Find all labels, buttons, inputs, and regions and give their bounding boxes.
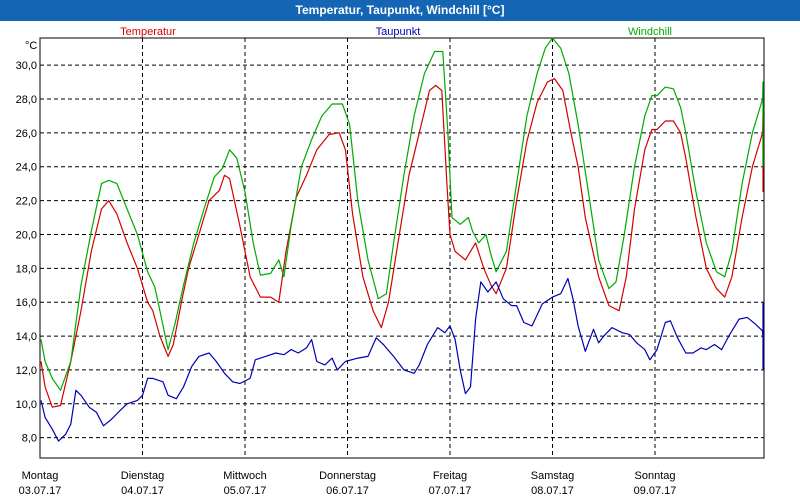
y-tick-label: 28,0 xyxy=(16,94,37,106)
x-tick-day-label: Mittwoch xyxy=(223,470,266,482)
x-tick-day-label: Sonntag xyxy=(635,470,676,482)
line-chart: 8,0 10,0 12,0 14,0 16,0 18,0 20,0 22,0 24,0 26,0 2… xyxy=(16,26,765,497)
y-tick-label: 26,0 xyxy=(16,128,37,140)
y-tick-label: 8,0 xyxy=(22,433,37,445)
x-tick-day-label: Donnerstag xyxy=(319,470,376,482)
y-tick-label: 20,0 xyxy=(16,229,37,241)
y-tick-label: 10,0 xyxy=(16,399,37,411)
x-tick-date-label: 06.07.17 xyxy=(326,485,369,497)
y-tick-label: 22,0 xyxy=(16,196,37,208)
x-tick-date-label: 09.07.17 xyxy=(634,485,677,497)
x-tick-date-label: 05.07.17 xyxy=(224,485,267,497)
legend-item-windchill: Windchill xyxy=(628,26,672,38)
window-title: Temperatur, Taupunkt, Windchill [°C] xyxy=(0,0,800,21)
legend: Temperatur Taupunkt Windchill xyxy=(120,26,672,38)
y-tick-label: 12,0 xyxy=(16,365,37,377)
x-tick-day-label: Montag xyxy=(22,470,59,482)
x-tick-day-label: Samstag xyxy=(531,470,574,482)
series-line-windchill xyxy=(40,37,764,391)
y-tick-label: 16,0 xyxy=(16,297,37,309)
x-tick-date-label: 08.07.17 xyxy=(531,485,574,497)
legend-item-temperatur: Temperatur xyxy=(120,26,176,38)
y-tick-label: 30,0 xyxy=(16,60,37,72)
series-line-taupunkt xyxy=(40,277,764,442)
x-tick-date-label: 03.07.17 xyxy=(19,485,62,497)
y-axis-ticks: 8,0 10,0 12,0 14,0 16,0 18,0 20,0 22,0 24,0 26,0 2… xyxy=(16,60,37,445)
x-tick-day-label: Freitag xyxy=(433,470,467,482)
grid xyxy=(40,38,764,458)
series-line-temperatur xyxy=(40,77,764,408)
x-tick-day-label: Dienstag xyxy=(121,470,164,482)
plot-area-frame xyxy=(39,37,765,459)
y-tick-label: 14,0 xyxy=(16,331,37,343)
y-axis-unit-label: °C xyxy=(25,40,37,52)
legend-item-taupunkt: Taupunkt xyxy=(376,26,421,38)
y-tick-label: 18,0 xyxy=(16,263,37,275)
x-axis-ticks: Montag 03.07.17 Dienstag 04.07.17 Mittwoch 05… xyxy=(19,470,677,497)
x-tick-date-label: 04.07.17 xyxy=(121,485,164,497)
y-tick-label: 24,0 xyxy=(16,162,37,174)
x-tick-date-label: 07.07.17 xyxy=(429,485,472,497)
series-lines xyxy=(40,37,764,442)
